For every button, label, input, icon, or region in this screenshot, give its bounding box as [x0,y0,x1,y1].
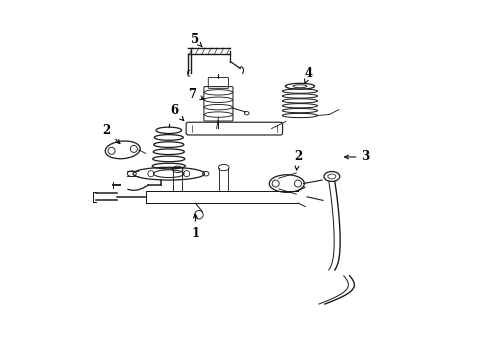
Text: 2: 2 [102,124,120,144]
Text: 2: 2 [294,150,302,170]
Text: 5: 5 [191,33,202,47]
Text: 1: 1 [191,214,199,240]
Text: 7: 7 [188,89,204,102]
Text: 4: 4 [305,67,313,84]
Text: 3: 3 [344,150,369,163]
Text: 6: 6 [170,104,184,121]
